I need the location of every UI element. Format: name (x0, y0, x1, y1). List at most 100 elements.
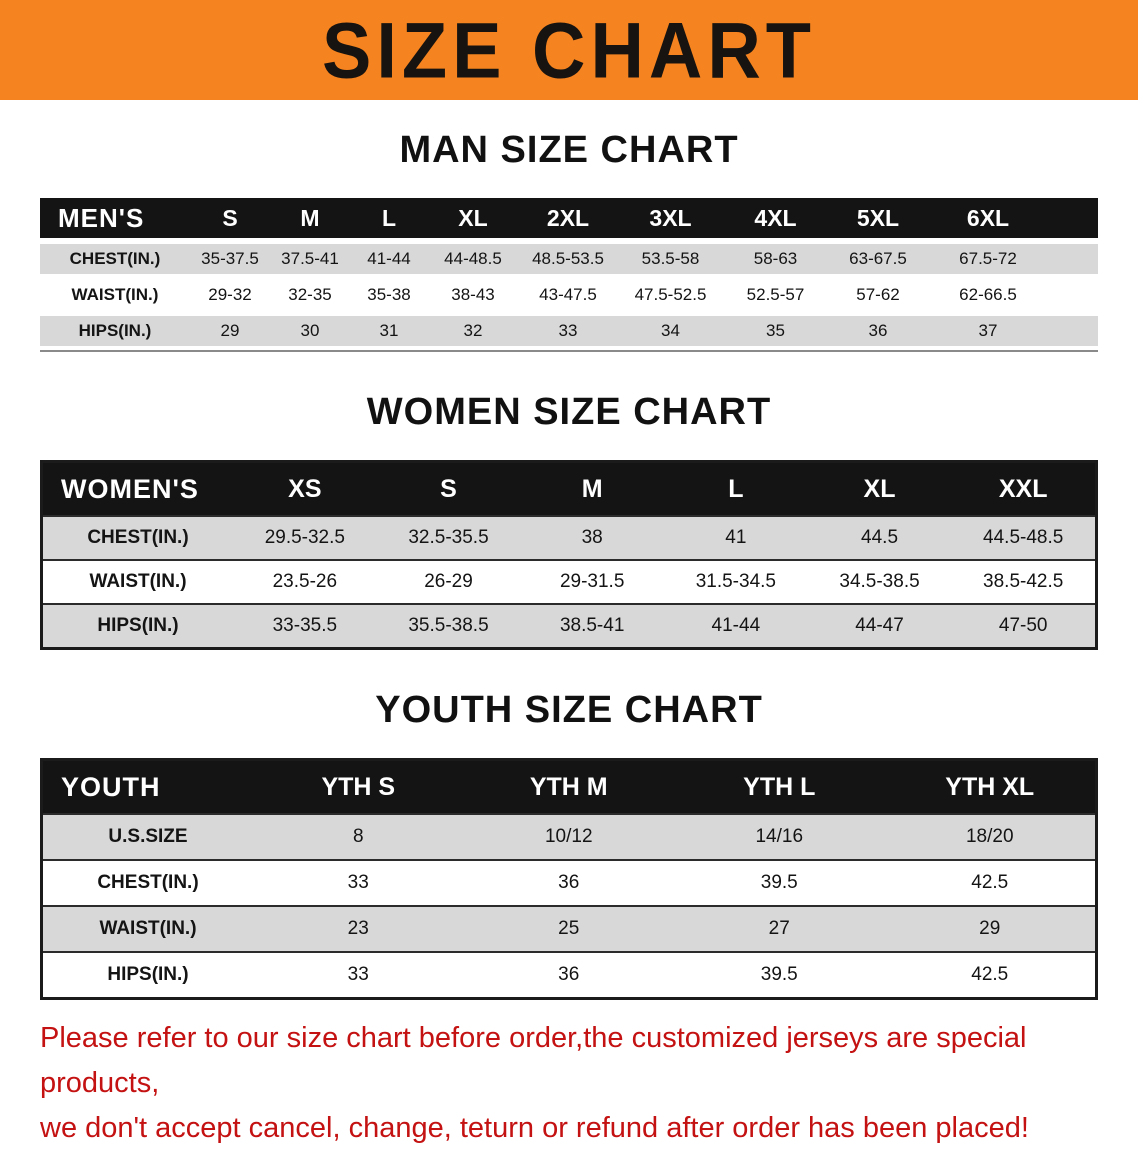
size-header-cell: L (728, 474, 744, 503)
size-value-cell: 18/20 (965, 826, 1014, 847)
size-value-cell: 29-32 (208, 285, 252, 304)
size-value-cell: 44.5-48.5 (983, 527, 1064, 548)
size-header-cell: 4XL (754, 204, 797, 231)
size-value-cell: 33 (347, 872, 369, 893)
size-value-cell: 53.5-58 (641, 249, 700, 268)
size-value-cell: 42.5 (971, 872, 1009, 893)
size-value-cell: 52.5-57 (746, 285, 805, 304)
size-value-cell: 47.5-52.5 (634, 285, 707, 304)
mens-heading: MAN SIZE CHART (399, 129, 739, 171)
table-row: CHEST(IN.) 33 36 39.5 42.5 (43, 859, 1095, 905)
size-value-cell: 57-62 (856, 285, 900, 304)
size-value-cell: 36 (868, 321, 888, 340)
size-value-cell: 29.5-32.5 (264, 527, 345, 548)
row-label: CHEST(IN.) (97, 872, 199, 893)
size-value-cell: 44-47 (855, 615, 904, 636)
womens-heading: WOMEN SIZE CHART (366, 391, 772, 433)
youth-section: YOUTH SIZE CHART YOUTH YTH S YTH M YTH L YTH… (0, 688, 1138, 1000)
size-header-cell: S (222, 204, 238, 231)
size-value-cell: 38.5-42.5 (983, 571, 1064, 592)
size-value-cell: 10/12 (544, 826, 593, 847)
size-value-cell: 67.5-72 (959, 249, 1017, 268)
size-header-cell: YTH S (321, 772, 396, 801)
size-header-cell: 2XL (546, 204, 590, 231)
size-header-cell: YTH XL (945, 772, 1035, 801)
size-header-cell: YTH M (529, 772, 608, 801)
size-value-cell: 29 (979, 918, 1001, 939)
table-header-row: MEN'S S M L XL 2XL 3XL 4XL 5XL 6XL (40, 198, 1098, 238)
size-value-cell: 30 (300, 321, 320, 340)
womens-section: WOMEN SIZE CHART WOMEN'S XS S M L XL XXL CHEST(… (0, 390, 1138, 650)
size-value-cell: 39.5 (760, 872, 798, 893)
disclaimer-line-2: we don't accept cancel, change, teturn o… (40, 1112, 1029, 1144)
youth-size-table: YOUTH YTH S YTH M YTH L YTH XL U.S.SIZE 8 10/12… (40, 758, 1098, 1000)
size-value-cell: 27 (768, 918, 790, 939)
size-value-cell: 41-44 (711, 615, 761, 636)
size-header-cell: M (300, 204, 320, 231)
size-header-cell: XXL (998, 474, 1048, 503)
disclaimer-line-1: Please refer to our size chart before or… (40, 1022, 1027, 1099)
size-value-cell: 47-50 (998, 615, 1048, 636)
size-value-cell: 35 (766, 321, 785, 340)
table-row: HIPS(IN.) 33 36 39.5 42.5 (43, 951, 1095, 997)
size-header-cell: XL (863, 474, 896, 503)
size-value-cell: 23.5-26 (272, 571, 338, 592)
size-value-cell: 25 (558, 918, 580, 939)
size-value-cell: 38.5-41 (559, 615, 625, 636)
row-label: HIPS(IN.) (78, 321, 152, 340)
mens-section: MAN SIZE CHART MEN'S S M L XL 2XL 3XL 4XL 5XL 6XL… (0, 128, 1138, 352)
row-label: CHEST(IN.) (69, 249, 161, 268)
row-label: WAIST(IN.) (99, 918, 197, 939)
size-value-cell: 33 (558, 321, 578, 340)
size-value-cell: 26-29 (424, 571, 473, 592)
size-value-cell: 44-48.5 (444, 249, 502, 268)
size-value-cell: 29 (220, 321, 240, 340)
size-value-cell: 38 (581, 527, 603, 548)
size-value-cell: 8 (352, 826, 364, 847)
size-header-cell: 5XL (856, 204, 900, 231)
size-value-cell: 62-66.5 (959, 285, 1017, 304)
size-header-cell: L (381, 204, 397, 231)
size-value-cell: 32.5-35.5 (408, 527, 489, 548)
row-label: CHEST(IN.) (87, 527, 189, 548)
table-row: U.S.SIZE 8 10/12 14/16 18/20 (43, 813, 1095, 859)
size-value-cell: 31.5-34.5 (695, 571, 776, 592)
size-value-cell: 32 (463, 321, 483, 340)
size-value-cell: 58-63 (753, 249, 798, 268)
row-label: WAIST(IN.) (89, 571, 187, 592)
page-title: SIZE CHART (322, 6, 816, 94)
size-value-cell: 33 (347, 964, 369, 985)
row-label: HIPS(IN.) (107, 964, 189, 985)
mens-size-table: MEN'S S M L XL 2XL 3XL 4XL 5XL 6XL CHEST(IN.) 35-37… (40, 198, 1098, 352)
size-value-cell: 44.5 (861, 527, 899, 548)
size-value-cell: 32-35 (288, 285, 332, 304)
row-label: HIPS(IN.) (97, 615, 179, 636)
table-title-cell: YOUTH (61, 771, 161, 802)
table-title-cell: MEN'S (58, 202, 145, 233)
table-row: CHEST(IN.) 29.5-32.5 32.5-35.5 38 41 44.5 44.5… (43, 515, 1095, 559)
size-value-cell: 35-37.5 (201, 249, 259, 268)
size-value-cell: 35-38 (367, 285, 411, 304)
table-row: WAIST(IN.) 23.5-26 26-29 29-31.5 31.5-34.5 34… (43, 559, 1095, 603)
size-value-cell: 41-44 (367, 249, 411, 268)
row-label: WAIST(IN.) (71, 285, 159, 304)
table-row: CHEST(IN.) 35-37.5 37.5-41 41-44 44-48.5 48.5… (40, 244, 1098, 274)
size-header-cell: XS (288, 474, 322, 503)
table-row: HIPS(IN.) 29 30 31 32 33 34 35 36 37 (40, 316, 1098, 346)
size-header-cell: 6XL (966, 204, 1010, 231)
size-value-cell: 41 (725, 527, 747, 548)
womens-size-table: WOMEN'S XS S M L XL XXL CHEST(IN.) 29.5-32.5 32.5… (40, 460, 1098, 650)
size-value-cell: 37.5-41 (281, 249, 339, 268)
disclaimer: Please refer to our size chart before or… (40, 1016, 1098, 1151)
size-value-cell: 63-67.5 (849, 249, 907, 268)
table-row: HIPS(IN.) 33-35.5 35.5-38.5 38.5-41 41-44 44-… (43, 603, 1095, 647)
table-title-cell: WOMEN'S (61, 473, 199, 504)
size-value-cell: 34 (661, 321, 680, 340)
size-header-cell: YTH L (743, 772, 816, 801)
size-value-cell: 33-35.5 (272, 615, 338, 636)
size-value-cell: 39.5 (760, 964, 798, 985)
size-value-cell: 35.5-38.5 (408, 615, 489, 636)
size-value-cell: 23 (347, 918, 369, 939)
size-value-cell: 42.5 (971, 964, 1009, 985)
youth-heading: YOUTH SIZE CHART (375, 689, 763, 731)
